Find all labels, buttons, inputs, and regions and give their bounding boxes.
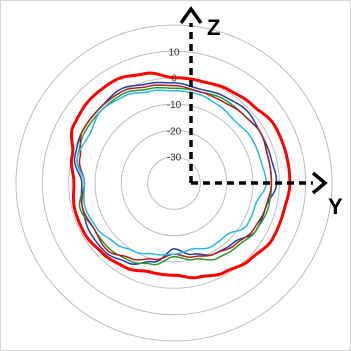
grid-ring bbox=[15, 24, 333, 342]
radial-tick-label: -10 bbox=[167, 100, 182, 111]
series-line-4 bbox=[78, 84, 273, 261]
series-layer bbox=[69, 71, 292, 280]
radial-tick-label: 10 bbox=[168, 47, 180, 58]
radial-tick-labels: 100-10-20-30 bbox=[167, 47, 182, 163]
grid-ring bbox=[147, 156, 201, 210]
axis-arrows bbox=[179, 5, 328, 195]
radial-tick-label: -30 bbox=[167, 153, 182, 164]
radial-grid bbox=[15, 24, 333, 342]
z-axis-label: Z bbox=[207, 15, 220, 40]
series-line-1 bbox=[69, 71, 292, 280]
radial-tick-label: -20 bbox=[167, 126, 182, 137]
series-line-5 bbox=[76, 89, 267, 256]
z-arrowhead bbox=[179, 5, 203, 25]
y-axis-label: Y bbox=[328, 194, 343, 219]
y-arrowhead bbox=[311, 171, 328, 195]
grid-ring bbox=[120, 129, 228, 237]
